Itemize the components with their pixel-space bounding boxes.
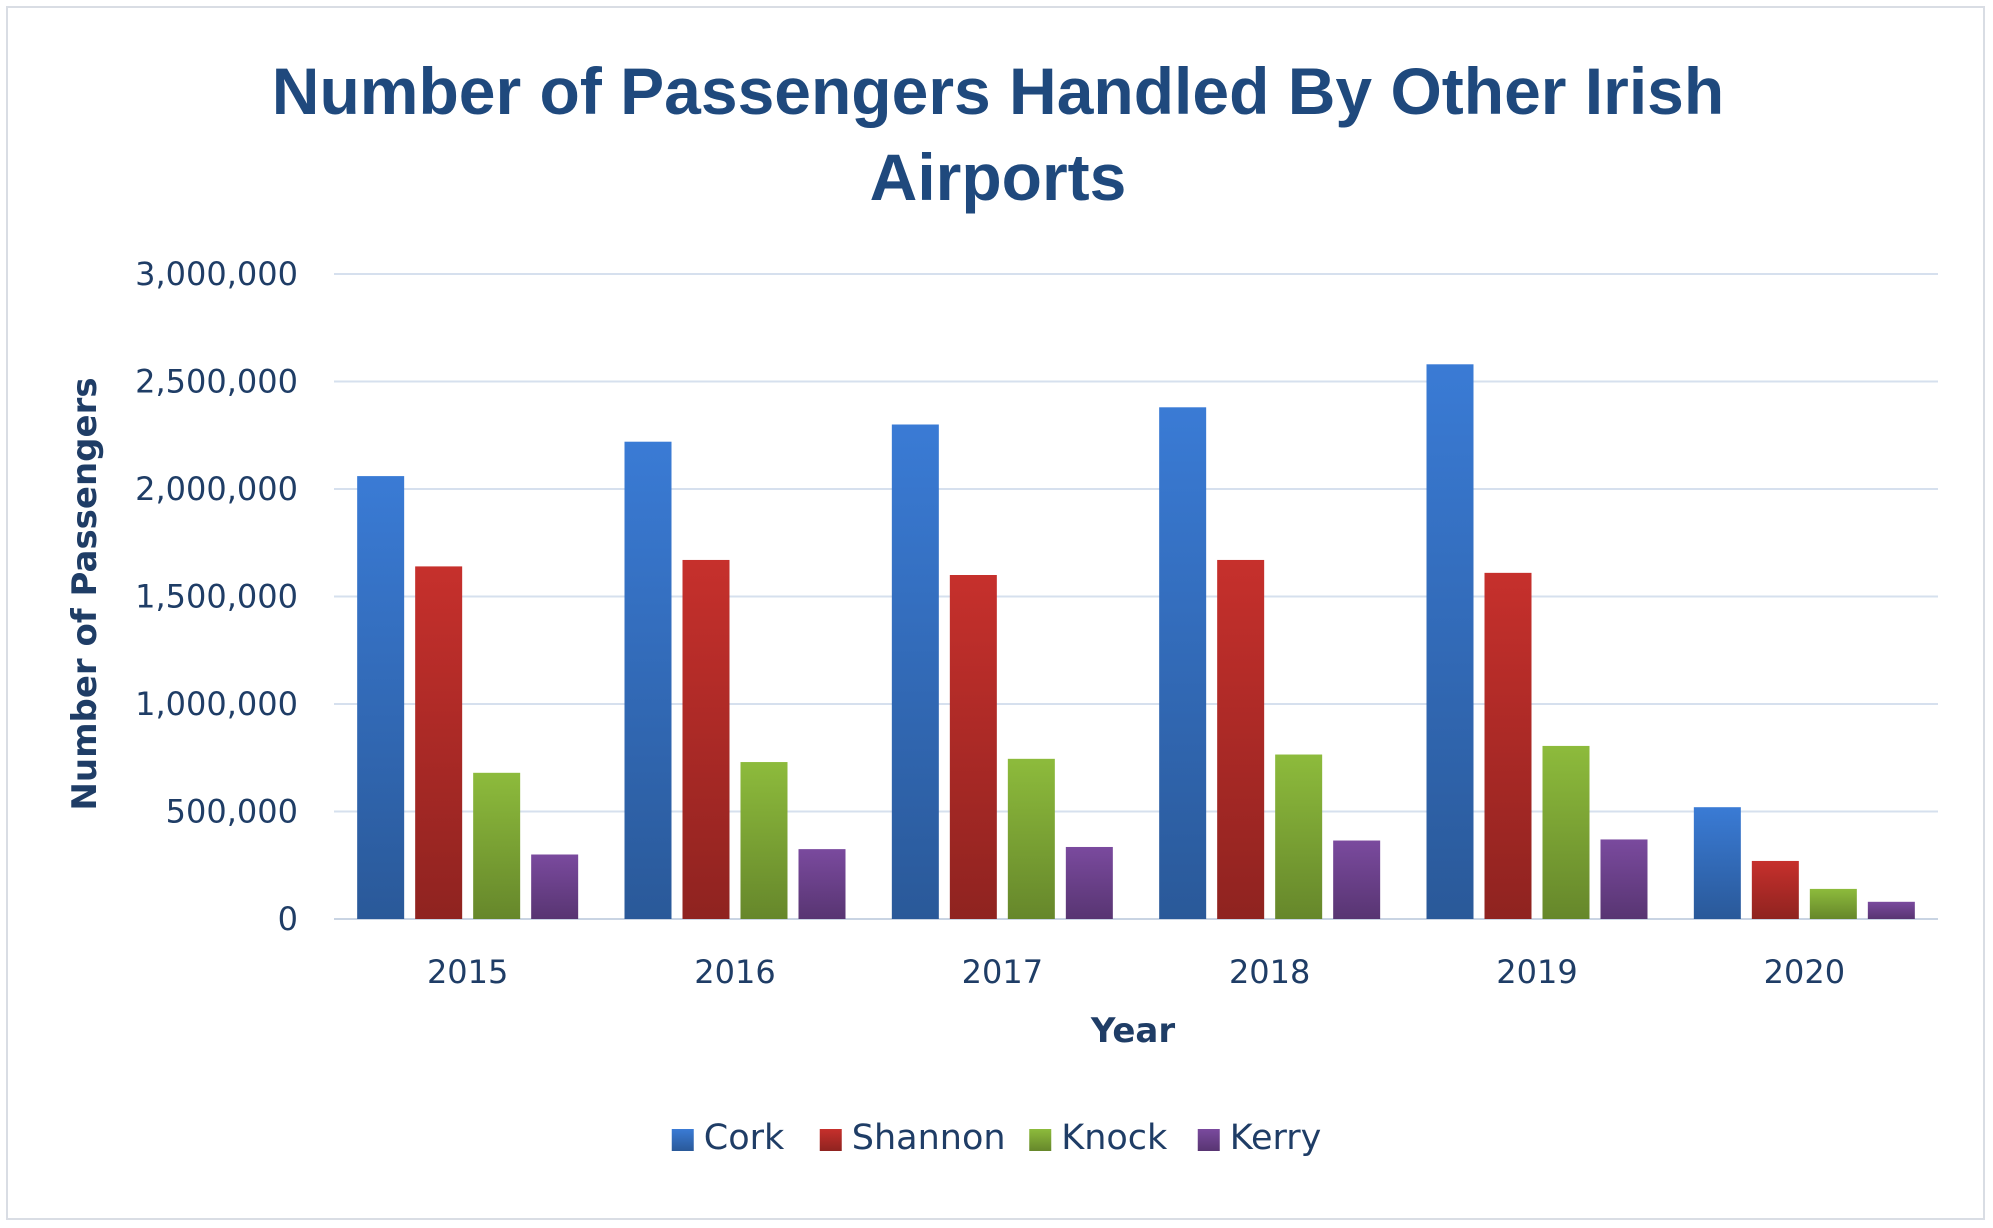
x-tick-label: 2017 — [962, 953, 1043, 991]
bar-shannon-2016 — [682, 559, 730, 919]
legend-label-kerry: Kerry — [1230, 1118, 1322, 1158]
y-tick-label: 2,000,000 — [135, 470, 298, 508]
bar-knock-2020 — [1809, 888, 1857, 919]
y-axis-ticks: 0 500,000 1,000,000 1,500,000 2,000,000 2,500… — [135, 255, 298, 938]
bar-cork-2016 — [624, 441, 672, 919]
bar-knock-2015 — [473, 772, 521, 919]
y-tick-label: 1,500,000 — [135, 578, 298, 616]
bar-knock-2019 — [1542, 745, 1590, 919]
x-tick-label: 2015 — [427, 953, 508, 991]
x-tick-label: 2018 — [1229, 953, 1310, 991]
bar-knock-2017 — [1007, 758, 1055, 919]
gridlines — [334, 273, 1938, 920]
bar-shannon-2017 — [949, 575, 997, 919]
legend: Cork Shannon Knock Kerry — [671, 1118, 1322, 1158]
legend-label-shannon: Shannon — [852, 1118, 1006, 1158]
x-tick-label: 2020 — [1764, 953, 1845, 991]
bar-shannon-2018 — [1217, 559, 1265, 919]
bar-cork-2015 — [357, 476, 405, 919]
bar-cork-2020 — [1693, 807, 1741, 919]
legend-label-knock: Knock — [1061, 1118, 1168, 1158]
bar-chart: Number of Passengers Handled By Other Ir… — [65, 54, 1938, 1158]
y-tick-label: 3,000,000 — [135, 255, 298, 293]
chart-title-line-2: Airports — [870, 140, 1127, 214]
y-tick-label: 0 — [278, 900, 298, 938]
x-tick-label: 2019 — [1496, 953, 1577, 991]
y-tick-label: 1,000,000 — [135, 685, 298, 723]
bar-knock-2018 — [1275, 754, 1323, 919]
legend-swatch-cork — [671, 1129, 694, 1151]
bar-kerry-2019 — [1600, 839, 1648, 919]
bar-kerry-2016 — [798, 849, 846, 919]
y-tick-label: 500,000 — [166, 793, 298, 831]
x-axis-ticks: 2015 2016 2017 2018 2019 2020 — [427, 953, 1845, 991]
bar-kerry-2015 — [531, 854, 579, 919]
bar-shannon-2020 — [1751, 860, 1799, 919]
legend-label-cork: Cork — [704, 1118, 785, 1158]
bar-kerry-2018 — [1333, 840, 1381, 919]
legend-swatch-knock — [1029, 1129, 1052, 1151]
x-axis-title: Year — [1090, 1011, 1176, 1051]
bar-knock-2016 — [740, 762, 788, 919]
bar-cork-2019 — [1426, 364, 1474, 919]
legend-swatch-shannon — [819, 1129, 842, 1151]
y-tick-label: 2,500,000 — [135, 363, 298, 401]
legend-swatch-kerry — [1197, 1129, 1220, 1151]
bars — [357, 364, 1915, 919]
chart-frame: Number of Passengers Handled By Other Ir… — [6, 6, 1985, 1220]
chart-title-line-1: Number of Passengers Handled By Other Ir… — [272, 54, 1724, 128]
y-axis-title: Number of Passengers — [65, 377, 105, 810]
bar-kerry-2017 — [1065, 846, 1113, 919]
bar-shannon-2019 — [1484, 572, 1532, 919]
bar-cork-2017 — [891, 424, 939, 919]
bar-shannon-2015 — [415, 566, 463, 919]
x-tick-label: 2016 — [694, 953, 775, 991]
bar-cork-2018 — [1159, 407, 1207, 919]
bar-kerry-2020 — [1867, 901, 1915, 919]
